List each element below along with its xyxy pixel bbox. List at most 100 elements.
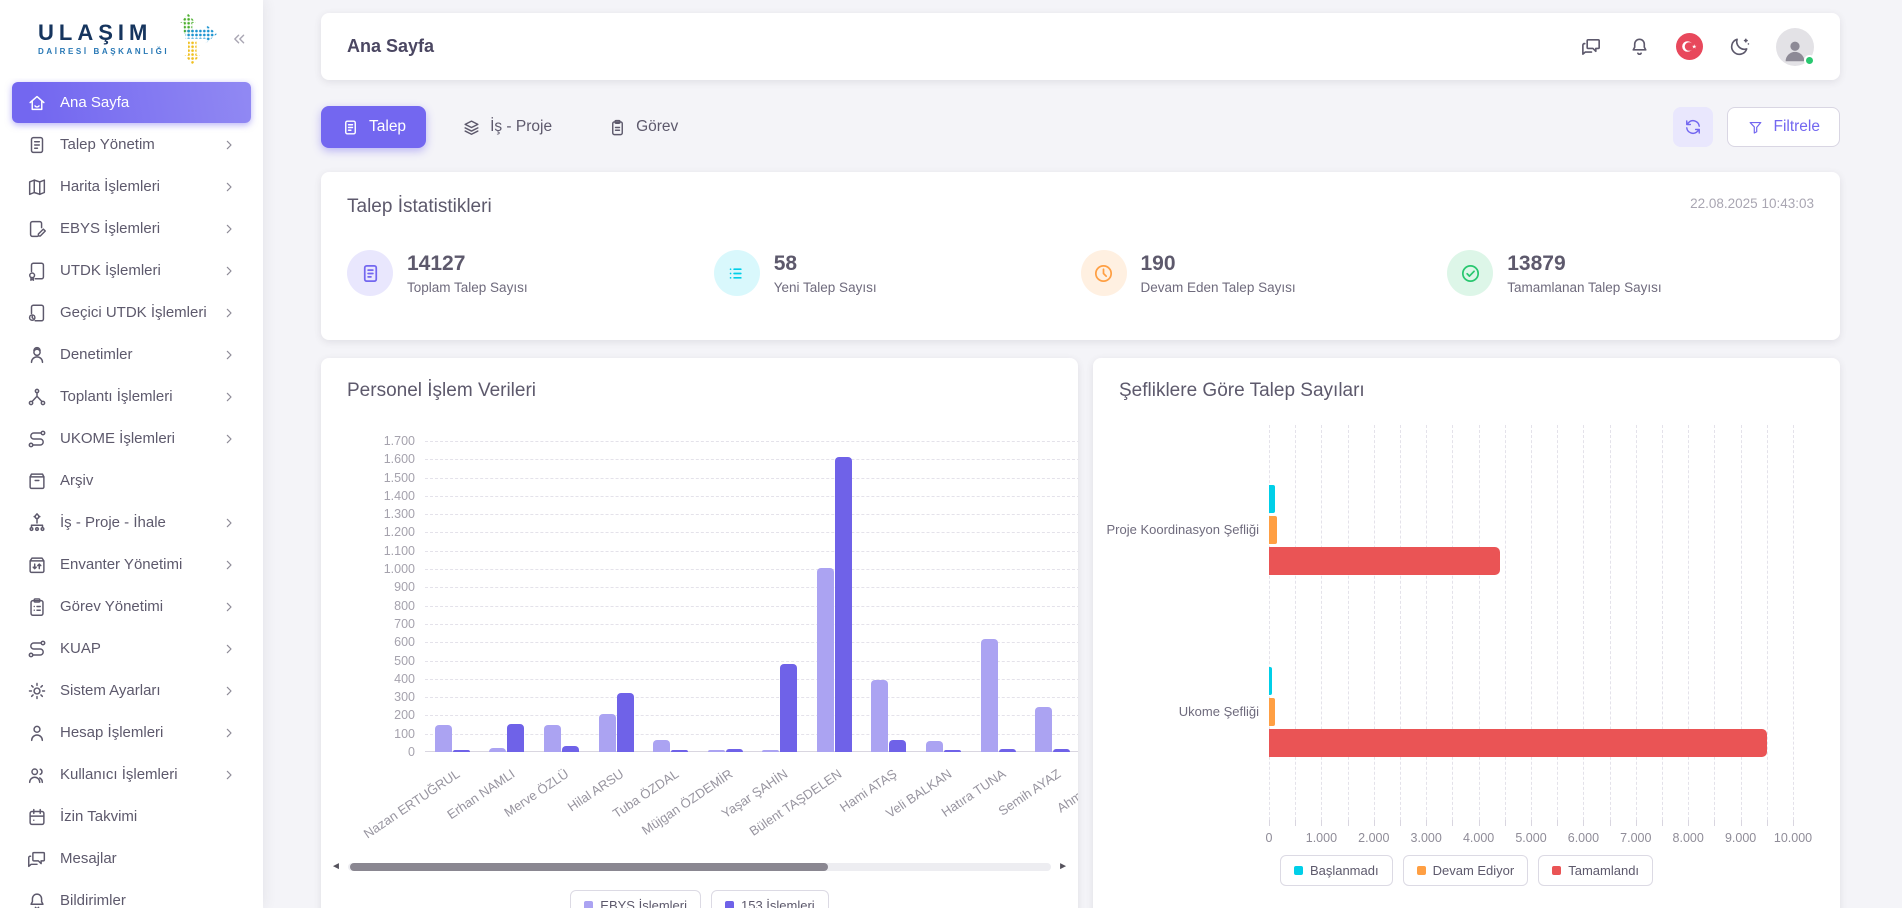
stats-card-header: Talep İstatistikleri 22.08.2025 10:43:03 xyxy=(347,196,1814,218)
tab-gorev[interactable]: Görev xyxy=(588,106,698,148)
gridline xyxy=(1452,425,1453,820)
x-axis-tick xyxy=(1452,820,1453,826)
x-axis-tick-label: 5.000 xyxy=(1515,831,1546,845)
bar-baslanmadi-ukome-sefligi xyxy=(1269,667,1272,695)
bar-153-islemleri xyxy=(562,746,579,752)
page-title: Ana Sayfa xyxy=(347,36,434,57)
gridline xyxy=(425,587,1078,588)
sidebar-item-mesajlar[interactable]: Mesajlar xyxy=(12,838,251,879)
stat-value: 14127 xyxy=(407,252,528,276)
home-icon xyxy=(26,92,48,114)
sidebar-item-harita-islemleri[interactable]: Harita İşlemleri xyxy=(12,166,251,207)
sidebar-item-ana-sayfa[interactable]: Ana Sayfa xyxy=(12,82,251,123)
sidebar-item-toplanti-islemleri[interactable]: Toplantı İşlemleri xyxy=(12,376,251,417)
gridline xyxy=(1557,425,1558,820)
language-turkish-flag-icon[interactable] xyxy=(1676,33,1703,60)
sidebar-item-talep-yonetim[interactable]: Talep Yönetim xyxy=(12,124,251,165)
stats-card-title: Talep İstatistikleri xyxy=(347,196,492,218)
sidebar-item-hesap-islemleri[interactable]: Hesap İşlemleri xyxy=(12,712,251,753)
tab-talep[interactable]: Talep xyxy=(321,106,426,148)
x-axis-tick xyxy=(1688,820,1689,826)
sidebar-item-envanter-yonetimi[interactable]: Envanter Yönetimi xyxy=(12,544,251,585)
worker-icon xyxy=(26,344,48,366)
sidebar-item-bildirimler[interactable]: Bildirimler xyxy=(12,880,251,908)
sidebar-item-label: KUAP xyxy=(60,640,221,657)
sidebar-item-sistem-ayarlari[interactable]: Sistem Ayarları xyxy=(12,670,251,711)
y-axis-tick-label: 1.400 xyxy=(384,489,415,503)
bar-153-islemleri xyxy=(453,750,470,752)
legend-color-swatch xyxy=(584,901,593,908)
file-badge-icon xyxy=(26,260,48,282)
legend-baslanmadi[interactable]: Başlanmadı xyxy=(1280,855,1393,886)
dark-mode-moon-icon[interactable] xyxy=(1728,35,1751,58)
gridline xyxy=(1767,425,1768,820)
bar-group-bulent-tasdelen xyxy=(807,457,862,752)
bar-153-islemleri xyxy=(889,740,906,752)
y-axis-tick-label: 1.000 xyxy=(384,562,415,576)
x-axis-tick xyxy=(1714,820,1715,826)
chevron-right-icon xyxy=(221,767,237,783)
sidebar-item-label: Görev Yönetimi xyxy=(60,598,221,615)
gridline xyxy=(1583,425,1584,820)
sidebar-item-izin-takvimi[interactable]: İzin Takvimi xyxy=(12,796,251,837)
bar-153-islemleri xyxy=(726,749,743,752)
sidebar-collapse-button[interactable] xyxy=(229,29,249,49)
user-icon xyxy=(26,722,48,744)
scroll-left-arrow[interactable]: ◄ xyxy=(331,862,341,872)
brand-logo-text: ULAŞIM DAİRESİ BAŞKANLIĞI xyxy=(38,22,169,56)
main-content: Ana Sayfa Talep İş - Proje Görev xyxy=(263,0,1902,908)
sidebar-item-kuap[interactable]: KUAP xyxy=(12,628,251,669)
tab-is-proje[interactable]: İş - Proje xyxy=(442,106,572,148)
refresh-button[interactable] xyxy=(1673,107,1713,147)
brand-subtitle: DAİRESİ BAŞKANLIĞI xyxy=(38,48,169,56)
gridline xyxy=(1662,425,1663,820)
legend-devam-ediyor[interactable]: Devam Ediyor xyxy=(1403,855,1529,886)
sidebar-item-arsiv[interactable]: Arşiv xyxy=(12,460,251,501)
gridline xyxy=(425,532,1078,533)
sidebar-item-denetimler[interactable]: Denetimler xyxy=(12,334,251,375)
bar-baslanmadi-proje-koordinasyon-sefligi xyxy=(1269,485,1275,513)
chat-icon[interactable] xyxy=(1580,35,1603,58)
sidebar-item-utdk-islemleri[interactable]: UTDK İşlemleri xyxy=(12,250,251,291)
legend-ebys-islemleri[interactable]: EBYS İşlemleri xyxy=(570,890,701,908)
sidebar-item-is-proje-ihale[interactable]: İş - Proje - İhale xyxy=(12,502,251,543)
legend-color-swatch xyxy=(725,901,734,908)
x-axis-tick xyxy=(1793,820,1794,826)
scrollbar-thumb[interactable] xyxy=(350,863,828,871)
legend-153-islemleri[interactable]: 153 İşlemleri xyxy=(711,890,829,908)
sidebar-item-ukome-islemleri[interactable]: UKOME İşlemleri xyxy=(12,418,251,459)
scrollbar-track[interactable] xyxy=(348,863,1051,871)
user-avatar[interactable] xyxy=(1776,28,1814,66)
layers-icon xyxy=(462,118,481,137)
category-label-proje-koordinasyon-sefligi: Proje Koordinasyon Şefliği xyxy=(1099,522,1259,537)
sidebar-item-ebys-islemleri[interactable]: EBYS İşlemleri xyxy=(12,208,251,249)
bar-group-yasar-sahin xyxy=(753,664,808,752)
x-axis-tick xyxy=(1741,820,1742,826)
scroll-right-arrow[interactable]: ► xyxy=(1058,862,1068,872)
y-axis-tick-label: 1.600 xyxy=(384,452,415,466)
bar-153-islemleri xyxy=(780,664,797,752)
legend-tamamlandi[interactable]: Tamamlandı xyxy=(1538,855,1653,886)
bar-group-merve-ozlu xyxy=(534,725,589,752)
bar-group-nazan-ertugrul xyxy=(425,725,480,752)
sidebar-item-gorev-yonetimi[interactable]: Görev Yönetimi xyxy=(12,586,251,627)
stat-value: 13879 xyxy=(1507,252,1661,276)
notifications-bell-icon[interactable] xyxy=(1628,35,1651,58)
stat-text: 190Devam Eden Talep Sayısı xyxy=(1141,252,1296,295)
gridline xyxy=(425,624,1078,625)
file-clock-icon xyxy=(26,302,48,324)
chevron-right-icon xyxy=(221,305,237,321)
x-axis-tick-label: 1.000 xyxy=(1306,831,1337,845)
gridline xyxy=(1479,425,1480,820)
sidebar-item-kullanici-islemleri[interactable]: Kullanıcı İşlemleri xyxy=(12,754,251,795)
bar-ebys-islemleri xyxy=(489,748,506,752)
bar-tamamlandi-ukome-sefligi xyxy=(1269,729,1767,757)
y-axis-tick-label: 500 xyxy=(394,654,415,668)
filter-button[interactable]: Filtrele xyxy=(1727,107,1840,147)
sidebar-item-label: Hesap İşlemleri xyxy=(60,724,221,741)
x-axis-tick xyxy=(1348,820,1349,826)
tab-label: Talep xyxy=(369,118,406,136)
sidebar-item-gecici-utdk-islemleri[interactable]: Geçici UTDK İşlemleri xyxy=(12,292,251,333)
brand: ULAŞIM DAİRESİ BAŞKANLIĞI xyxy=(0,0,263,78)
network-icon xyxy=(26,386,48,408)
